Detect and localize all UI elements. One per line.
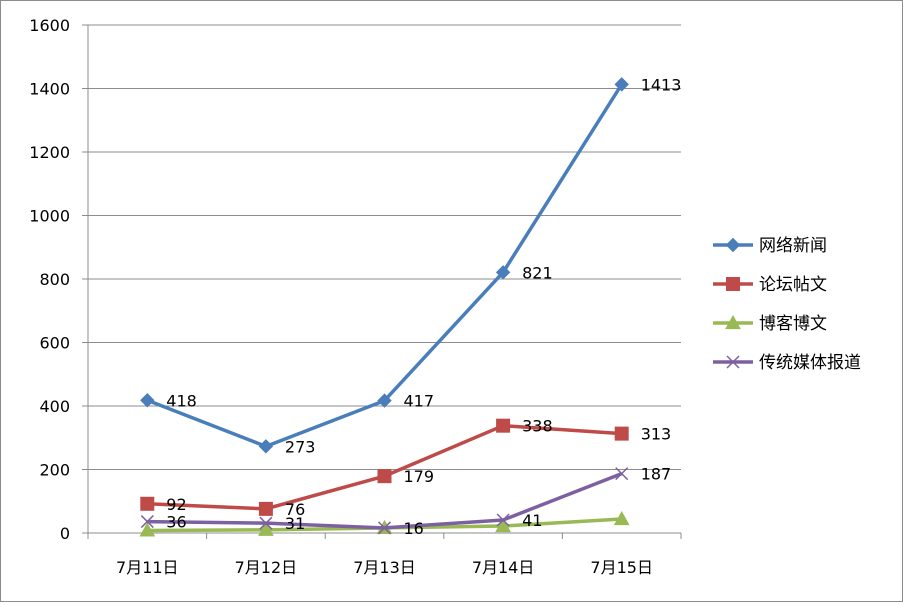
data-label: 92 <box>166 495 186 514</box>
y-tick-label: 800 <box>39 270 70 289</box>
x-tick-label: 7月12日 <box>235 558 298 577</box>
legend-label: 论坛帖文 <box>759 275 827 295</box>
data-point-square <box>377 469 392 484</box>
data-point-triangle <box>613 511 630 526</box>
y-tick-label: 1400 <box>29 80 70 99</box>
data-point-square <box>258 501 273 516</box>
data-label: 179 <box>404 467 435 486</box>
y-tick-label: 0 <box>60 524 70 543</box>
legend-label: 博客博文 <box>759 314 827 334</box>
axes: 0 200 400 600 800 1000 1200 1400 1600 7月11日 7月12日 7… <box>29 16 682 577</box>
marker-stroke <box>377 521 392 535</box>
data-label: 418 <box>166 391 197 410</box>
data-point-x <box>259 516 273 530</box>
data-labels: 418 273 417 821 1413 92 76 179 338 313 36 31 16 41 187 <box>166 75 681 538</box>
legend-marker-square <box>726 277 740 291</box>
data-label: 338 <box>522 417 553 436</box>
marker-stroke <box>259 516 273 530</box>
y-tick-label: 400 <box>39 397 70 416</box>
legend-label: 传统媒体报道 <box>759 353 861 373</box>
marker-stroke <box>615 467 629 481</box>
data-point-triangle <box>139 522 156 537</box>
series-line-2 <box>147 423 622 511</box>
data-label: 76 <box>285 500 305 519</box>
data-label: 1413 <box>641 75 682 94</box>
marker-stroke <box>140 515 154 529</box>
data-point-triangle <box>495 517 511 533</box>
y-tick-label: 200 <box>39 461 70 480</box>
x-tick-label: 7月13日 <box>353 558 416 577</box>
y-tick-label: 1000 <box>29 207 70 226</box>
data-point-diamond <box>258 439 274 454</box>
data-point-diamond <box>614 77 629 92</box>
data-label: 36 <box>166 513 186 532</box>
data-point-square <box>614 426 629 441</box>
data-label: 16 <box>404 519 424 538</box>
y-tick-label: 1600 <box>29 16 70 35</box>
legend-label: 网络新闻 <box>759 236 827 256</box>
data-label: 187 <box>641 465 672 484</box>
data-label: 273 <box>285 437 316 456</box>
data-label: 41 <box>522 511 542 530</box>
data-point-triangle <box>258 521 274 536</box>
marker-stroke <box>496 513 510 527</box>
y-tick-label: 600 <box>39 334 70 353</box>
data-point-square <box>496 418 511 433</box>
data-label: 417 <box>404 392 435 411</box>
data-point-x <box>496 513 510 527</box>
y-tick-label: 1200 <box>29 143 70 162</box>
data-point-x <box>377 521 392 535</box>
data-point-diamond <box>140 393 155 408</box>
marker-stroke <box>726 355 740 369</box>
data-label: 31 <box>285 514 305 533</box>
legend-marker-diamond <box>725 237 741 253</box>
legend-marker-triangle <box>725 314 741 330</box>
x-tick-label: 7月15日 <box>590 558 653 577</box>
data-point-x <box>140 515 154 529</box>
gridlines <box>88 24 681 470</box>
x-tick-label: 7月14日 <box>472 558 535 577</box>
x-tick-label: 7月11日 <box>116 558 179 577</box>
data-point-diamond <box>495 265 511 280</box>
legend-marker-x <box>726 355 740 369</box>
data-point-square <box>140 496 155 511</box>
data-point-x <box>615 467 629 481</box>
data-label: 313 <box>641 425 672 444</box>
data-label: 821 <box>522 263 553 282</box>
data-point-diamond <box>377 393 392 408</box>
series-lines <box>139 77 630 537</box>
